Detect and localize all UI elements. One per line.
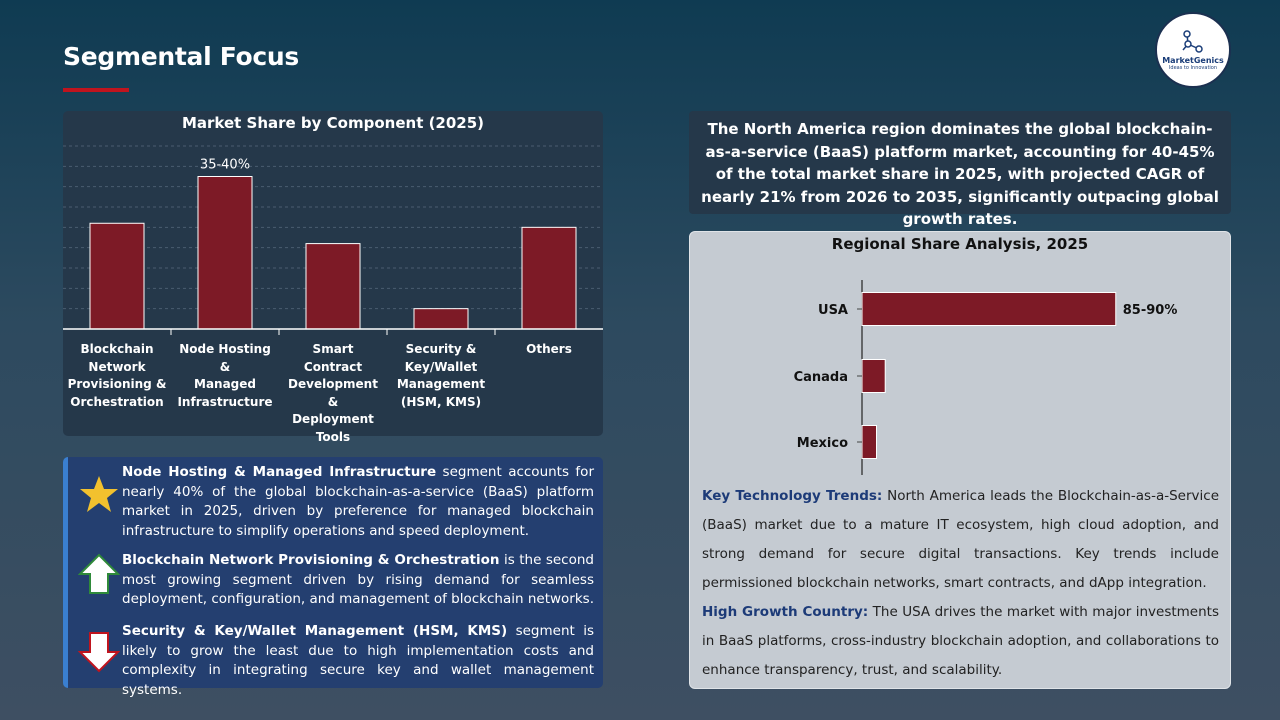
bar-data-label: 35-40% [200, 158, 250, 173]
component-chart-title: Market Share by Component (2025) [181, 114, 485, 132]
category-label-line: Security & [405, 342, 477, 356]
category-label-line: Orchestration [70, 394, 164, 409]
category-label: Others [499, 341, 599, 359]
category-label-line: Managed [194, 377, 256, 391]
category-label-line: Development & [288, 377, 378, 409]
tech-trends-paragraph: Key Technology Trends: North America lea… [702, 482, 1219, 598]
category-label-line: Others [526, 342, 572, 356]
regional-bar-chart: USA 85-90% Canada Mexico [794, 280, 1178, 475]
logo-tagline: Ideas to Innovation [1168, 65, 1218, 71]
region-summary: The North America region dominates the g… [689, 111, 1231, 228]
highlight-item-top-segment: Node Hosting & Managed Infrastructure se… [122, 463, 594, 541]
arrow-up-icon [78, 553, 120, 594]
region-label: Canada [794, 370, 848, 385]
company-logo: MarketGenics Ideas to Innovation [1155, 12, 1231, 88]
regional-share-panel: Regional Share Analysis, 2025 USA 85-90% C… [689, 231, 1231, 689]
bar-5 [521, 226, 577, 330]
category-label: Security & Key/Wallet Management (HSM, KMS) [391, 341, 491, 411]
regional-notes: Key Technology Trends: North America lea… [702, 482, 1219, 685]
tech-trends-label: Key Technology Trends: [702, 488, 883, 504]
page-title: Segmental Focus [63, 42, 299, 71]
logo-brand: MarketGenics [1162, 56, 1224, 65]
region-label: USA [818, 303, 848, 318]
bar-3 [305, 243, 361, 330]
growth-country-paragraph: High Growth Country: The USA drives the … [702, 598, 1219, 685]
region-label: Mexico [797, 436, 848, 451]
bar-4 [413, 308, 469, 330]
category-label-line: Node Hosting & [179, 342, 271, 374]
highlight-text: segment is likely to grow the least due … [122, 623, 594, 698]
network-icon [1182, 30, 1203, 53]
region-bar-canada [861, 359, 886, 393]
category-label-line: Management [396, 377, 486, 391]
highlight-text: segment accounts for nearly 40% of the g… [122, 464, 594, 539]
growth-country-label: High Growth Country: [702, 604, 869, 620]
highlights-panel: Node Hosting & Managed Infrastructure se… [63, 457, 603, 698]
region-bar-usa [861, 292, 1117, 326]
category-label-line: Provisioning & [67, 377, 167, 391]
highlight-bold: Security & Key/Wallet Management (HSM, K… [122, 623, 508, 639]
category-label-line: Tools [315, 429, 351, 444]
category-label: Blockchain Network Provisioning & Orchestra… [67, 341, 167, 411]
category-label-line: (HSM, KMS) [400, 394, 482, 409]
component-bar-chart: 35-40% [63, 145, 603, 335]
highlight-bold: Blockchain Network Provisioning & Orches… [122, 552, 500, 568]
category-label: Node Hosting & Managed Infrastructure [175, 341, 275, 411]
title-underline [63, 88, 129, 92]
highlight-bold: Node Hosting & Managed Infrastructure [122, 464, 437, 480]
region-data-label: 85-90% [1123, 303, 1178, 318]
growth-country-text: The USA drives the market with major inv… [702, 604, 1219, 678]
bar-1 [89, 222, 145, 330]
highlight-text: is the second most growing segment drive… [122, 552, 594, 607]
category-label-line: Deployment [292, 412, 374, 426]
component-chart-panel: Market Share by Component (2025) 35-40% … [63, 111, 603, 444]
category-label-line: Infrastructure [177, 394, 273, 409]
category-label-line: Blockchain [80, 342, 154, 356]
region-bar-mexico [861, 425, 877, 459]
star-icon [80, 476, 118, 512]
category-label-line: Key/Wallet [404, 359, 478, 374]
category-label-line: Network [88, 359, 146, 374]
tech-trends-text: North America leads the Blockchain-as-a-… [702, 488, 1219, 591]
bar-2 [197, 176, 253, 330]
highlight-item-least-segment: Security & Key/Wallet Management (HSM, K… [122, 622, 594, 700]
category-label-line: Smart Contract [303, 342, 363, 374]
arrow-down-icon [78, 632, 120, 673]
highlight-item-second-segment: Blockchain Network Provisioning & Orches… [122, 551, 594, 610]
category-label: Smart Contract Development & Deployment Too… [283, 341, 383, 446]
regional-chart-title: Regional Share Analysis, 2025 [831, 235, 1089, 253]
